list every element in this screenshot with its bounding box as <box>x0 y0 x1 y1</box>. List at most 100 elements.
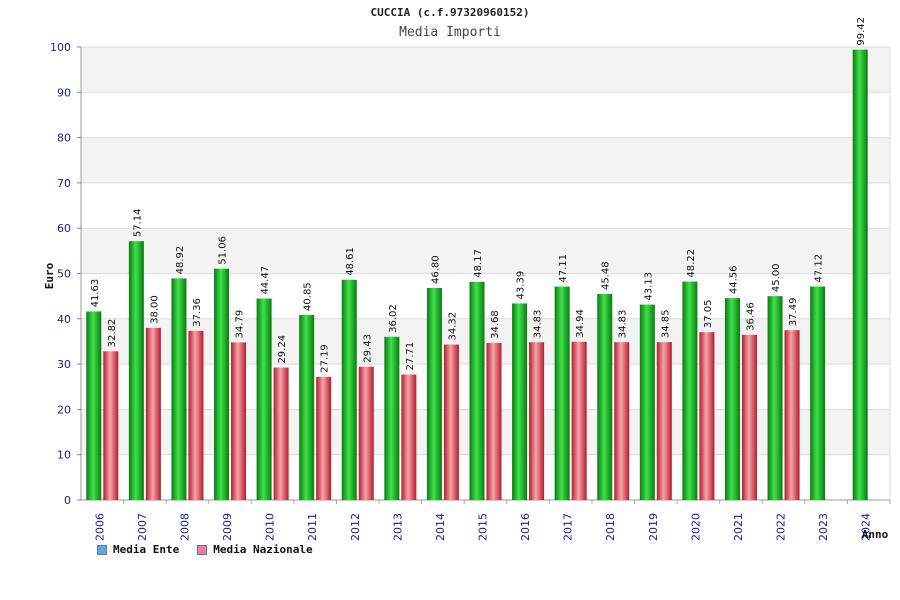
y-tick-label: 40 <box>57 313 71 326</box>
y-tick-label: 30 <box>57 358 71 371</box>
bar-ente-label: 47.11 <box>558 254 569 283</box>
bar-ente <box>426 287 442 500</box>
grid-band <box>81 182 890 229</box>
grid-band <box>81 137 890 183</box>
x-tick-label: 2016 <box>519 513 532 541</box>
y-tick-label: 80 <box>57 132 71 145</box>
bar-ente <box>512 303 528 500</box>
y-tick-label: 60 <box>57 222 71 235</box>
bar-ente <box>171 278 187 500</box>
bar-ente <box>810 286 826 500</box>
bar-ente-label: 57.14 <box>132 209 143 238</box>
bar-nazionale-label: 27.19 <box>320 344 331 373</box>
x-tick-label: 2024 <box>860 513 873 541</box>
bar-ente <box>852 49 868 500</box>
legend-item-nazionale: Media Nazionale <box>197 543 313 556</box>
bar-ente-label: 41.63 <box>90 279 101 308</box>
bar-nazionale <box>486 342 502 500</box>
bar-nazionale <box>784 330 800 500</box>
bar-ente-label: 46.80 <box>430 255 441 284</box>
bar-ente <box>86 311 102 500</box>
grid-band <box>81 47 890 93</box>
bar-nazionale <box>103 351 119 500</box>
bar-ente-label: 48.61 <box>345 247 356 276</box>
bar-ente <box>682 281 698 500</box>
bar-nazionale-label: 34.83 <box>618 310 629 339</box>
bar-ente <box>128 241 144 500</box>
legend-swatch-nazionale <box>197 544 208 555</box>
legend: Media Ente Media Nazionale <box>97 543 313 556</box>
x-tick-label: 2021 <box>732 513 745 541</box>
bar-nazionale-label: 34.85 <box>660 309 671 338</box>
bar-ente <box>299 314 315 500</box>
bar-ente-label: 44.47 <box>260 266 271 295</box>
y-tick-label: 0 <box>64 494 71 507</box>
bar-nazionale-label: 34.32 <box>447 312 458 341</box>
bar-nazionale <box>145 327 161 500</box>
x-tick-label: 2009 <box>221 513 234 541</box>
bar-ente-label: 40.85 <box>303 282 314 311</box>
x-tick-label: 2018 <box>604 513 617 541</box>
bar-nazionale <box>231 342 247 500</box>
bar-ente <box>341 279 357 500</box>
x-tick-label: 2012 <box>349 513 362 541</box>
bar-nazionale <box>273 367 289 500</box>
bar-nazionale-label: 34.94 <box>575 309 586 338</box>
legend-label-ente: Media Ente <box>113 543 180 556</box>
x-tick-label: 2006 <box>93 513 106 541</box>
x-tick-label: 2014 <box>434 513 447 541</box>
bar-ente <box>554 286 570 500</box>
bar-nazionale-label: 27.71 <box>405 342 416 371</box>
bar-nazionale-label: 34.79 <box>235 310 246 339</box>
chart-subtitle: Media Importi <box>399 25 501 40</box>
bar-ente-label: 51.06 <box>218 236 229 265</box>
x-tick-label: 2022 <box>775 513 788 541</box>
bar-ente-label: 44.56 <box>728 266 739 295</box>
bar-ente-label: 36.02 <box>388 304 399 333</box>
bar-ente-label: 99.42 <box>856 17 867 46</box>
bar-nazionale <box>571 341 587 500</box>
bar-nazionale-label: 32.82 <box>107 319 118 348</box>
bar-ente-label: 45.00 <box>771 264 782 293</box>
bar-ente <box>767 296 783 500</box>
bar-ente <box>597 293 613 500</box>
bar-nazionale <box>316 376 332 500</box>
bar-ente-label: 43.39 <box>516 271 527 300</box>
x-tick-label: 2019 <box>647 513 660 541</box>
bar-nazionale <box>741 334 757 500</box>
bar-ente <box>639 304 655 500</box>
y-tick-label: 20 <box>57 403 71 416</box>
y-axis-label: Euro <box>43 262 56 289</box>
bar-nazionale-label: 37.49 <box>788 298 799 327</box>
grid-band <box>81 92 890 138</box>
bar-ente <box>384 336 400 500</box>
bar-ente-label: 45.48 <box>601 261 612 290</box>
bar-nazionale <box>529 342 545 500</box>
bar-nazionale <box>188 330 204 500</box>
bar-nazionale <box>358 366 374 500</box>
x-tick-label: 2015 <box>477 513 490 541</box>
x-tick-label: 2017 <box>562 513 575 541</box>
x-axis-label: Anno <box>862 528 889 541</box>
bar-nazionale-label: 34.83 <box>533 310 544 339</box>
bar-nazionale <box>656 342 672 500</box>
bar-ente-label: 48.92 <box>175 246 186 275</box>
x-tick-label: 2020 <box>689 513 702 541</box>
bar-nazionale <box>401 374 417 500</box>
x-tick-label: 2010 <box>264 513 277 541</box>
x-tick-label: 2011 <box>306 513 319 541</box>
bar-nazionale <box>443 344 459 500</box>
bar-ente-label: 47.12 <box>814 254 825 283</box>
x-tick-label: 2008 <box>178 513 191 541</box>
y-tick-label: 10 <box>57 449 71 462</box>
x-tick-label: 2023 <box>817 513 830 541</box>
y-tick-label: 90 <box>57 86 71 99</box>
legend-item-ente: Media Ente <box>97 543 179 556</box>
bar-nazionale-label: 36.46 <box>745 302 756 331</box>
bar-nazionale-label: 29.24 <box>277 335 288 364</box>
y-tick-label: 100 <box>50 41 71 54</box>
bar-nazionale <box>699 332 715 500</box>
bar-ente-label: 43.13 <box>643 272 654 301</box>
legend-swatch-ente <box>97 544 107 555</box>
